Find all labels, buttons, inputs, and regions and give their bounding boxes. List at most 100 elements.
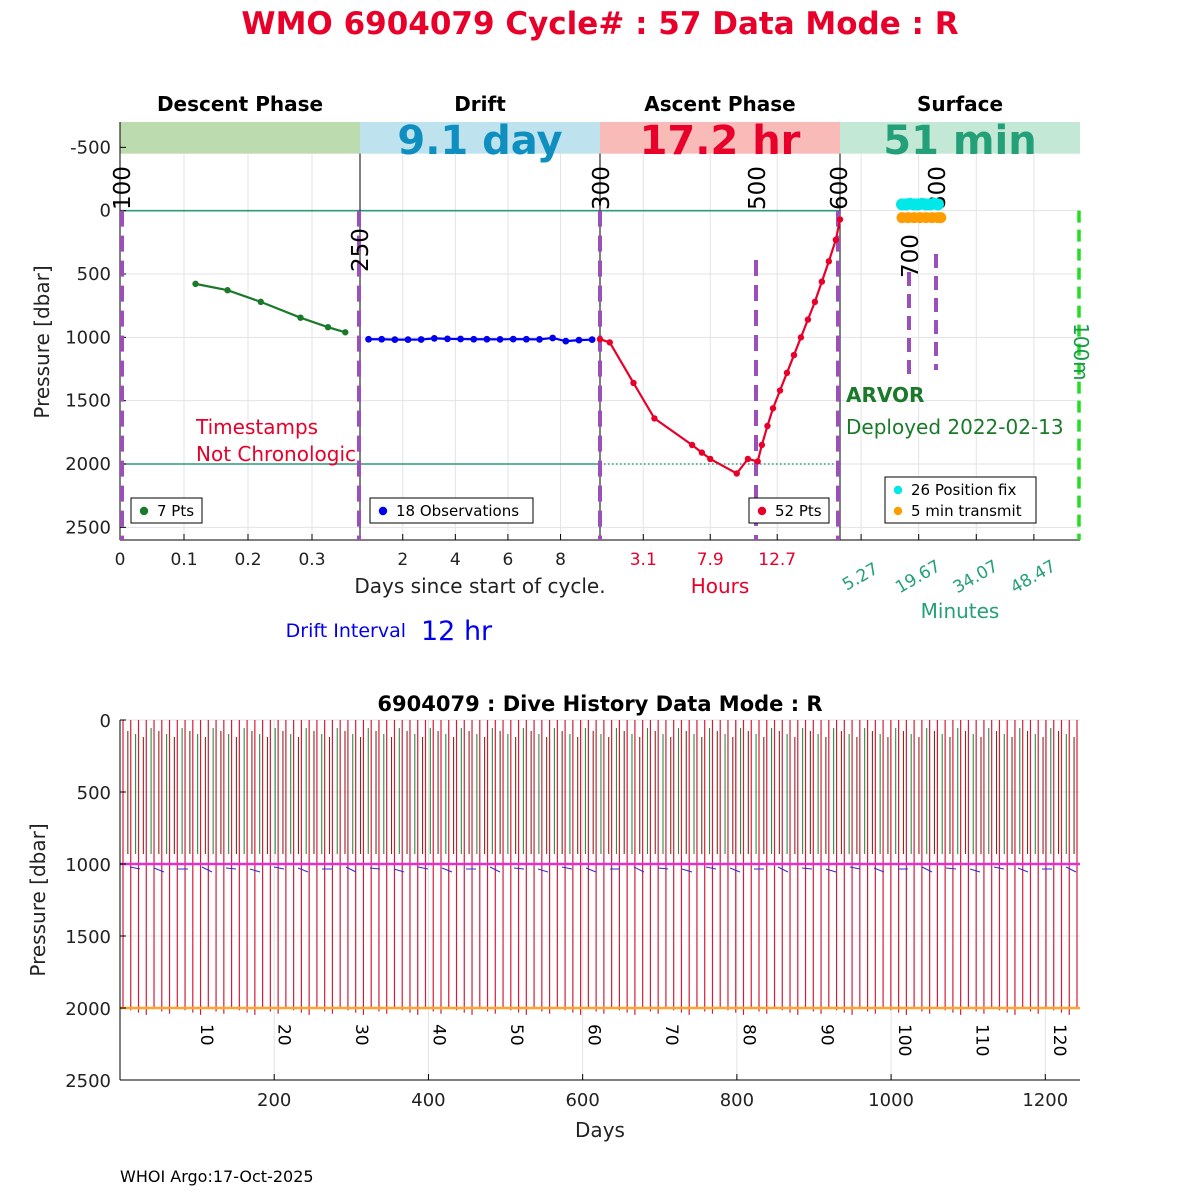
drift-trace [489, 866, 501, 873]
drift-trace [705, 866, 717, 870]
drift-trace [921, 866, 933, 873]
x-tick-label-descent: 0.3 [298, 550, 325, 570]
drift-trace [585, 867, 597, 873]
float-type-label: ARVOR [846, 383, 924, 407]
cycle-number-label: 100 [894, 1024, 914, 1056]
drift-trace [369, 867, 381, 870]
descent-data-point [297, 314, 304, 321]
y-tick-label: 2500 [65, 517, 111, 538]
phase-title-drift: Drift [454, 92, 506, 116]
ascent-data-point [688, 441, 696, 449]
phase-title-surface: Surface [917, 92, 1003, 116]
drift-trace [1065, 866, 1077, 873]
drift-trace [345, 866, 357, 873]
x-tick-label-descent: 0 [115, 550, 126, 570]
drift-trace [633, 866, 645, 873]
legend-marker [893, 485, 903, 495]
drift-trace [225, 867, 237, 870]
y-tick-label: 500 [77, 264, 111, 285]
drift-data-point [417, 336, 425, 343]
phase-band-surface [840, 122, 1080, 154]
x-tick-label: 1200 [1022, 1090, 1068, 1111]
ascent-data-point [769, 405, 777, 412]
y-tick-label: -500 [70, 137, 111, 158]
y-tick-label: 0 [100, 201, 111, 222]
drift-data-point [509, 335, 517, 343]
phase-duration-ascent: 17.2 hr [640, 118, 801, 164]
figure-title: WMO 6904079 Cycle# : 57 Data Mode : R [241, 6, 958, 42]
x-tick-label: 200 [257, 1090, 291, 1111]
y-axis-label: Pressure [dbar] [26, 823, 50, 976]
drift-trace [441, 867, 453, 873]
drift-interval-value: 12 hr [421, 616, 493, 647]
ascent-data-point [818, 278, 826, 285]
vertical-marker-label: 100 [110, 166, 136, 210]
ascent-series-line [599, 219, 842, 475]
drift-trace [777, 866, 789, 873]
cycle-number-label: 80 [739, 1024, 759, 1046]
phase-band-drift [360, 122, 600, 154]
drift-trace [993, 866, 1005, 870]
phase-band-descent [120, 122, 360, 154]
drift-trace [849, 866, 861, 870]
legend-label: 52 Pts [775, 502, 822, 520]
descent-data-point [224, 287, 231, 294]
drift-trace [825, 868, 837, 873]
descent-annotation-line2: Not Chronologic [196, 442, 356, 466]
drift-data-point [391, 336, 399, 344]
drift-series-line [368, 336, 593, 343]
drift-trace [153, 867, 165, 873]
cycle-number-label: 20 [273, 1024, 293, 1046]
drift-data-point [522, 335, 530, 343]
drift-data-point [588, 336, 596, 344]
descent-data-point [257, 298, 264, 306]
ascent-data-point [776, 387, 784, 394]
drift-data-point [470, 335, 478, 343]
x-tick-label-drift: 2 [397, 550, 408, 570]
cycle-number-label: 110 [971, 1024, 991, 1056]
phase-duration-surface: 51 min [883, 118, 1036, 164]
descent-data-point [342, 329, 349, 336]
x-tick-label-drift: 8 [555, 550, 566, 570]
phase-duration-drift: 9.1 day [397, 118, 562, 164]
ascent-data-point [790, 351, 798, 359]
drift-trace [273, 866, 285, 870]
cycle-number-label: 30 [351, 1024, 371, 1046]
dive-history-chart: 6904079 : Dive History Data Mode : R 10 20… [26, 692, 1080, 1142]
ascent-data-point [836, 216, 844, 223]
x-axis-label-hours: Hours [691, 574, 750, 598]
x-tick-label-descent: 0.1 [170, 550, 197, 570]
descent-series-line [195, 282, 346, 334]
vertical-marker-label: 100m [1069, 323, 1093, 381]
drift-interval-label: Drift Interval [286, 620, 406, 642]
x-tick-label: 400 [411, 1090, 445, 1111]
y-tick-label: 2000 [65, 999, 111, 1020]
x-tick-label-ascent: 12.7 [758, 550, 796, 570]
x-axis-label: Days [575, 1118, 625, 1142]
cycle-number-label: 40 [428, 1024, 448, 1046]
drift-data-point [404, 336, 412, 344]
y-tick-label: 2000 [65, 454, 111, 475]
drift-trace [393, 868, 405, 873]
ascent-data-point [698, 449, 706, 456]
x-tick-label: 600 [565, 1090, 599, 1111]
drift-data-point [483, 335, 491, 343]
drift-trace [729, 867, 741, 873]
descent-data-point [192, 280, 199, 288]
drift-trace [513, 867, 525, 870]
drift-data-point [549, 334, 557, 342]
drift-trace [969, 868, 981, 873]
drift-trace [681, 868, 693, 873]
vertical-marker-label: 300 [589, 166, 615, 210]
footer-credit: WHOI Argo:17-Oct-2025 [120, 1167, 314, 1186]
x-tick-label-ascent: 7.9 [697, 550, 724, 570]
drift-trace [537, 868, 549, 873]
x-tick-label-surface: 19.67 [892, 556, 944, 598]
ascent-data-point [733, 470, 740, 477]
drift-trace [249, 868, 261, 873]
drift-data-point [378, 335, 386, 343]
x-tick-label: 1000 [868, 1090, 914, 1111]
drift-data-point [430, 334, 438, 342]
